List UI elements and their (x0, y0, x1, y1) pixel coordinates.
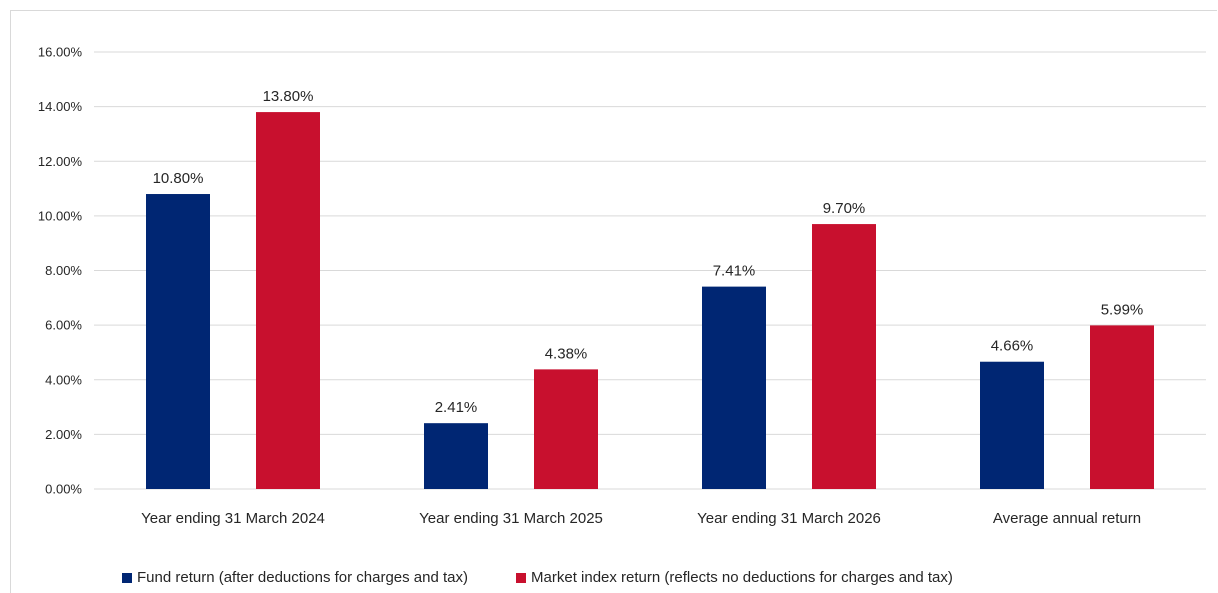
legend-label-market-index-return: Market index return (reflects no deducti… (531, 569, 953, 586)
legend-label-fund-return: Fund return (after deductions for charge… (137, 569, 469, 586)
bar-value-label: 13.80% (263, 88, 314, 105)
x-category-label: Year ending 31 March 2024 (141, 510, 325, 527)
bar (812, 224, 876, 489)
bar-value-label: 10.80% (153, 170, 204, 187)
x-category-label: Year ending 31 March 2025 (419, 510, 603, 527)
bar-value-label: 9.70% (823, 200, 866, 217)
bar-value-label: 4.66% (991, 338, 1034, 355)
legend-item-market-index-return: Market index return (reflects no deducti… (516, 569, 953, 586)
bar-chart: 0.00% 2.00% 4.00% 6.00% 8.00% 10.00% 12.00% 14.… (38, 45, 1206, 527)
x-axis-category-labels: Year ending 31 March 2024 Year ending 31 … (141, 510, 1141, 527)
legend-item-fund-return: Fund return (after deductions for charge… (122, 569, 468, 586)
legend: Fund return (after deductions for charge… (122, 569, 953, 586)
bar-value-label: 7.41% (713, 263, 756, 280)
y-tick-label: 4.00% (45, 372, 82, 387)
legend-swatch-market-index-return (516, 572, 527, 583)
bars (146, 112, 1154, 490)
bar (534, 369, 598, 489)
y-tick-label: 6.00% (45, 318, 82, 333)
bar (256, 112, 320, 490)
y-tick-label: 2.00% (45, 427, 82, 442)
chart-area (10, 10, 1217, 593)
bar-value-label: 4.38% (545, 345, 588, 362)
y-tick-label: 0.00% (45, 482, 82, 497)
bar-value-label: 5.99% (1101, 301, 1144, 318)
y-axis-tick-labels: 0.00% 2.00% 4.00% 6.00% 8.00% 10.00% 12.00% 14.… (38, 45, 83, 497)
y-tick-label: 8.00% (45, 263, 82, 278)
bar (146, 194, 210, 489)
bar (424, 423, 488, 489)
y-tick-label: 14.00% (38, 99, 83, 114)
x-category-label: Average annual return (993, 510, 1141, 527)
data-labels: 10.80% 13.80% 2.41% 4.38% 7.41% 9.70% 4.66% 5.9… (153, 88, 1144, 416)
y-tick-label: 16.00% (38, 45, 83, 60)
gridlines (94, 51, 1206, 490)
legend-swatch-fund-return (122, 572, 132, 583)
y-tick-label: 10.00% (38, 208, 83, 223)
bar (980, 361, 1044, 489)
bar-value-label: 2.41% (435, 399, 478, 416)
x-category-label: Year ending 31 March 2026 (697, 510, 881, 527)
bar (702, 286, 766, 489)
bar (1090, 325, 1154, 489)
y-tick-label: 12.00% (38, 154, 83, 169)
